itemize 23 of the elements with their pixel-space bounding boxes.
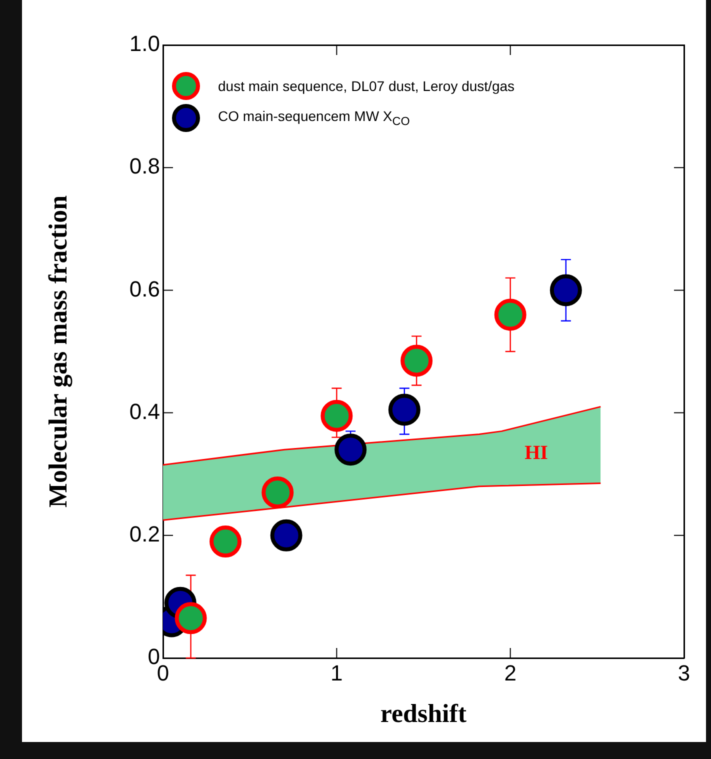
point [550, 274, 582, 306]
y-tick-label: 0.8 [129, 154, 160, 179]
legend-label: dust main sequence, DL07 dust, Leroy dust/gas [218, 78, 515, 94]
point [494, 298, 526, 331]
x-tick-label: 3 [678, 660, 690, 686]
point [210, 526, 242, 558]
point [334, 434, 367, 466]
y-tick-label: 1.0 [129, 31, 160, 56]
y-tick-label: 0.6 [129, 276, 160, 302]
point [400, 344, 433, 377]
point [388, 394, 420, 426]
series-label: HI [524, 442, 548, 464]
point [174, 602, 207, 634]
x-tick-label: 1 [330, 660, 343, 686]
x-axis-title: redshift [380, 699, 467, 728]
point [320, 400, 353, 432]
point [262, 476, 294, 508]
y-tick-label: 0.2 [129, 521, 160, 546]
point [270, 519, 302, 552]
legend-label: CO main-sequencem MW X$_{CO}$ [218, 108, 410, 128]
x-tick-label: 2 [504, 660, 516, 686]
y-tick-label: 0.4 [129, 398, 160, 424]
y-axis-title: Molecular gas mass fraction [43, 194, 72, 508]
